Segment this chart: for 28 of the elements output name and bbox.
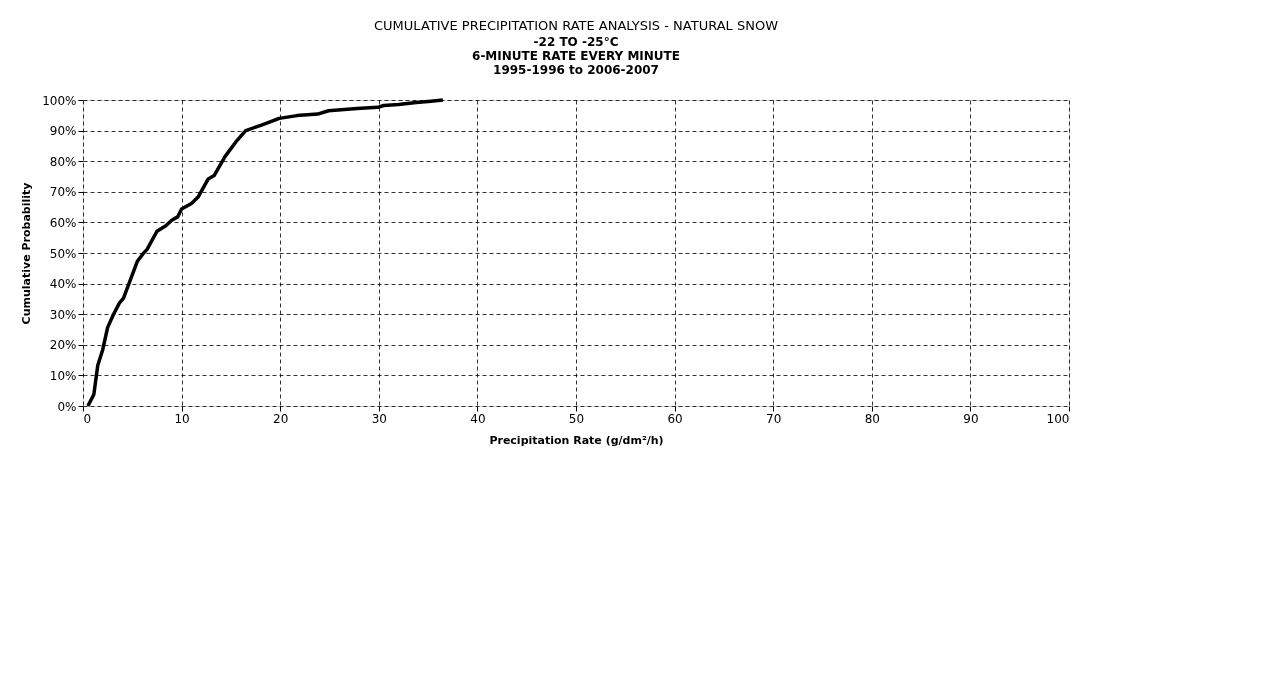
y-tick-label: 50% [49, 246, 77, 261]
x-tick-label: 40 [470, 411, 486, 426]
y-tick-label: 70% [49, 185, 77, 200]
x-tick-label: 10 [174, 411, 190, 426]
y-axis-title: Cumulative Probability [20, 182, 34, 325]
x-tick-label: 50 [568, 411, 585, 426]
chart-title: CUMULATIVE PRECIPITATION RATE ANALYSIS - NATURAL SNOW [374, 18, 779, 33]
y-tick-label: 40% [49, 277, 77, 292]
y-tick-label: 30% [49, 307, 77, 322]
x-tick-label: 20 [273, 411, 289, 426]
x-tick-label: 90 [963, 411, 979, 426]
y-tick-label: 0% [57, 399, 77, 414]
x-tick-label: 100 [1046, 411, 1070, 426]
x-axis-title: Precipitation Rate (g/dm²/h) [489, 433, 664, 447]
y-tick-label: 100% [42, 93, 77, 108]
x-tick-label: 0 [83, 411, 92, 426]
x-tick-label: 30 [371, 411, 387, 426]
x-tick-label: 60 [667, 411, 683, 426]
y-tick-label: 60% [49, 215, 77, 230]
x-tick-label: 70 [766, 411, 782, 426]
text: -22 TO -25°C [533, 35, 619, 49]
text: 6-MINUTE RATE EVERY MINUTE [472, 49, 680, 63]
y-tick-label: 10% [49, 368, 77, 383]
x-tick-label: 80 [864, 411, 880, 426]
y-tick-label: 20% [49, 338, 77, 353]
text: 1995-1996 to 2006-2007 [493, 63, 659, 77]
y-tick-label: 90% [49, 124, 77, 139]
y-tick-label: 80% [49, 154, 77, 169]
